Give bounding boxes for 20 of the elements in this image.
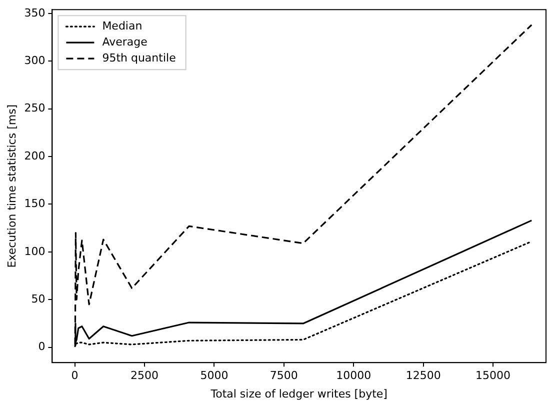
- y-tick-label: 150: [24, 197, 46, 210]
- y-tick-label: 200: [24, 149, 46, 162]
- y-tick-label: 100: [24, 244, 46, 258]
- y-tick-label: 0: [38, 340, 46, 354]
- y-tick-label: 250: [24, 102, 46, 115]
- legend-label: Average: [102, 35, 148, 48]
- legend-label: 95th quantile: [102, 51, 176, 64]
- y-tick-label: 50: [31, 292, 46, 306]
- x-tick-label: 7500: [270, 369, 298, 382]
- x-tick-label: 12500: [406, 369, 441, 382]
- legend-label: Median: [102, 19, 142, 32]
- x-tick-label: 15000: [476, 369, 511, 382]
- x-tick-label: 0: [71, 369, 78, 382]
- x-tick-label: 5000: [200, 369, 228, 382]
- x-tick-label: 2500: [130, 369, 159, 382]
- y-tick-label: 350: [24, 6, 46, 20]
- y-axis-title: Execution time statistics [ms]: [5, 104, 18, 268]
- x-axis-title: Total size of ledger writes [byte]: [210, 387, 388, 400]
- y-tick-label: 300: [24, 54, 46, 67]
- x-tick-label: 10000: [336, 369, 372, 382]
